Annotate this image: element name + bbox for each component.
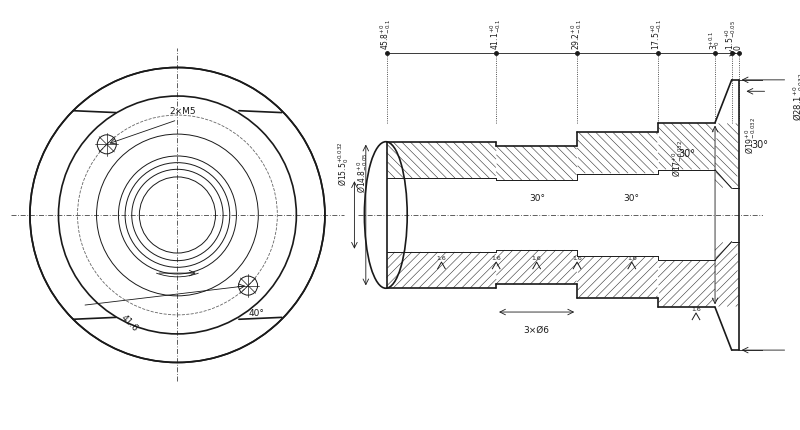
Text: 1.6: 1.6: [627, 255, 637, 261]
Text: 1.5$^{+0}_{-0.05}$: 1.5$^{+0}_{-0.05}$: [723, 20, 738, 50]
Text: 41.6: 41.6: [119, 312, 140, 333]
Text: 2×M5: 2×M5: [170, 107, 197, 116]
Text: 3$^{+0.1}_{0}$: 3$^{+0.1}_{0}$: [706, 31, 722, 50]
Text: Ø14.8$^{+0}_{-0.05}$: Ø14.8$^{+0}_{-0.05}$: [354, 153, 370, 193]
Text: 29.2$^{+0}_{-0.1}$: 29.2$^{+0}_{-0.1}$: [569, 19, 583, 50]
Text: Ø17$^{+0}_{-0.032}$: Ø17$^{+0}_{-0.032}$: [670, 140, 686, 177]
Text: 30°: 30°: [678, 149, 695, 159]
Text: Ø28.1$^{+0}_{-0.032}$: Ø28.1$^{+0}_{-0.032}$: [791, 73, 800, 121]
Text: 45.8$^{+0}_{-0.1}$: 45.8$^{+0}_{-0.1}$: [378, 19, 394, 50]
Text: 30°: 30°: [529, 194, 545, 203]
Text: 1.6: 1.6: [691, 306, 701, 311]
Text: Ø19$^{+0}_{-0.032}$: Ø19$^{+0}_{-0.032}$: [742, 116, 758, 153]
Text: 40°: 40°: [249, 308, 265, 317]
Text: 30°: 30°: [624, 194, 640, 203]
Text: 1.6: 1.6: [491, 255, 501, 261]
Text: 1.6: 1.6: [437, 255, 446, 261]
Text: Ø15.5$^{+0.032}_{0}$: Ø15.5$^{+0.032}_{0}$: [336, 141, 350, 185]
Text: 1.6: 1.6: [532, 255, 542, 261]
Text: 30°: 30°: [751, 139, 768, 149]
Text: 17.5$^{+0}_{-0.1}$: 17.5$^{+0}_{-0.1}$: [650, 19, 665, 50]
Text: 0: 0: [734, 46, 742, 50]
Text: 3×Ø6: 3×Ø6: [524, 325, 550, 334]
Text: 41.1$^{+0}_{-0.1}$: 41.1$^{+0}_{-0.1}$: [488, 19, 502, 50]
Text: 1.6: 1.6: [572, 255, 582, 261]
